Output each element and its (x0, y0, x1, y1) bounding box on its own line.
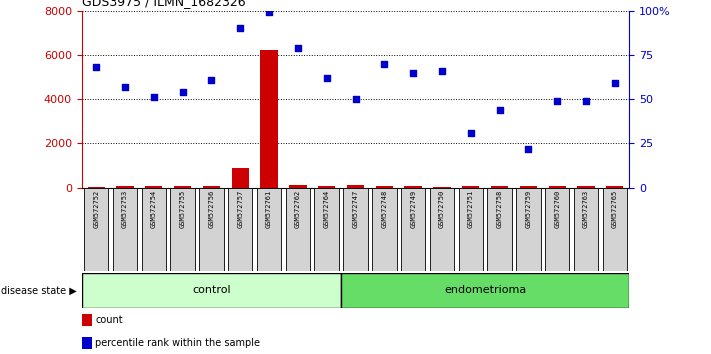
FancyBboxPatch shape (429, 188, 454, 271)
Point (494, 107, 506, 113)
Bar (289, 185, 306, 188)
FancyBboxPatch shape (603, 188, 627, 271)
Point (580, 98, 592, 104)
FancyBboxPatch shape (113, 188, 137, 271)
Text: GSM572749: GSM572749 (410, 190, 416, 228)
FancyBboxPatch shape (257, 188, 282, 271)
FancyBboxPatch shape (286, 188, 310, 271)
FancyBboxPatch shape (487, 188, 512, 271)
Text: control: control (192, 285, 231, 295)
Text: GSM572765: GSM572765 (612, 190, 618, 228)
FancyBboxPatch shape (516, 188, 540, 271)
Point (379, 61, 390, 67)
FancyBboxPatch shape (459, 188, 483, 271)
Text: disease state ▶: disease state ▶ (1, 285, 77, 295)
Bar (145, 186, 162, 188)
Point (465, 130, 476, 136)
FancyBboxPatch shape (171, 188, 195, 271)
FancyBboxPatch shape (199, 188, 224, 271)
Bar (577, 186, 594, 188)
Text: GSM572756: GSM572756 (208, 190, 215, 228)
Bar (260, 51, 278, 188)
Bar (433, 187, 451, 188)
FancyBboxPatch shape (84, 188, 108, 271)
Point (148, 95, 159, 100)
Text: endometrioma: endometrioma (444, 285, 526, 295)
Bar (375, 186, 393, 188)
Text: GSM572754: GSM572754 (151, 190, 157, 228)
Bar (549, 186, 566, 188)
Text: GSM572762: GSM572762 (295, 190, 301, 228)
FancyBboxPatch shape (141, 188, 166, 271)
Bar (87, 187, 105, 188)
Text: GSM572757: GSM572757 (237, 190, 243, 228)
Text: GSM572760: GSM572760 (554, 190, 560, 228)
FancyBboxPatch shape (228, 188, 252, 271)
Bar (174, 186, 191, 188)
Text: GSM572748: GSM572748 (381, 190, 387, 228)
Text: GSM572761: GSM572761 (266, 190, 272, 228)
FancyBboxPatch shape (574, 188, 598, 271)
Text: GSM572763: GSM572763 (583, 190, 589, 228)
Point (292, 45, 304, 51)
Bar (462, 186, 479, 188)
Point (609, 80, 621, 86)
Point (263, 10, 274, 15)
Bar (405, 186, 422, 188)
Text: GSM572752: GSM572752 (93, 190, 99, 228)
Bar (606, 186, 624, 188)
Text: GDS3975 / ILMN_1682326: GDS3975 / ILMN_1682326 (82, 0, 245, 8)
FancyBboxPatch shape (343, 188, 368, 271)
Bar (520, 185, 537, 188)
Bar (117, 186, 134, 188)
Text: GSM572755: GSM572755 (180, 190, 186, 228)
FancyBboxPatch shape (372, 188, 397, 271)
Bar (491, 186, 508, 188)
Point (235, 25, 246, 31)
Point (177, 89, 188, 95)
Text: GSM572759: GSM572759 (525, 190, 531, 228)
Point (523, 146, 534, 152)
Point (437, 68, 448, 74)
Text: GSM572751: GSM572751 (468, 190, 474, 228)
FancyBboxPatch shape (401, 188, 425, 271)
Bar (232, 168, 249, 188)
Bar (347, 185, 364, 188)
Bar (203, 186, 220, 188)
Text: GSM572750: GSM572750 (439, 190, 445, 228)
Point (552, 98, 563, 104)
FancyBboxPatch shape (341, 273, 629, 308)
Text: count: count (95, 315, 123, 325)
Point (119, 84, 131, 90)
Bar (318, 186, 336, 188)
Point (90, 64, 102, 70)
Point (350, 96, 361, 102)
FancyBboxPatch shape (545, 188, 570, 271)
Text: GSM572747: GSM572747 (353, 190, 358, 228)
Point (407, 70, 419, 75)
Bar (82, 314, 92, 326)
FancyBboxPatch shape (314, 188, 339, 271)
Text: GSM572753: GSM572753 (122, 190, 128, 228)
Text: percentile rank within the sample: percentile rank within the sample (95, 338, 260, 348)
Point (205, 77, 217, 82)
Point (321, 75, 332, 81)
Text: GSM572764: GSM572764 (324, 190, 330, 228)
Text: GSM572758: GSM572758 (496, 190, 503, 228)
Bar (82, 337, 92, 349)
FancyBboxPatch shape (82, 273, 341, 308)
